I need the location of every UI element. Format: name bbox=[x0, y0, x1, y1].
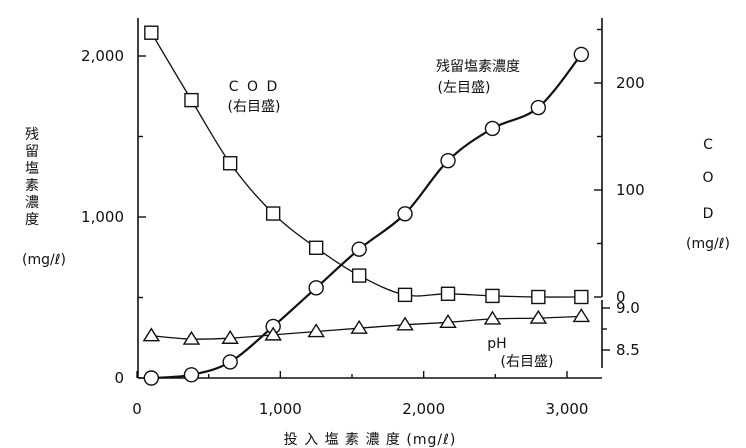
series-line-residual-chlorine bbox=[151, 53, 583, 380]
data-point-cod bbox=[485, 288, 500, 304]
data-point-cod bbox=[308, 240, 324, 255]
x-tick-label: 3,000 bbox=[546, 400, 589, 418]
data-point-residual-chlorine bbox=[530, 99, 547, 116]
x-tick-label: 0 bbox=[132, 400, 142, 418]
ph-scale-annotation: (右目盛) bbox=[501, 354, 554, 370]
left-tick-label: 0 bbox=[114, 369, 124, 387]
data-point-ph bbox=[483, 310, 502, 325]
data-point-cod bbox=[351, 268, 367, 283]
data-point-cod bbox=[222, 156, 238, 171]
left-axis-title-part: 留 bbox=[25, 144, 39, 160]
cod-tick-label: 100 bbox=[616, 181, 645, 199]
data-point-residual-chlorine bbox=[573, 46, 590, 63]
data-point-residual-chlorine bbox=[351, 241, 367, 257]
data-point-ph bbox=[221, 329, 239, 344]
labels: 0 1,000 2,000 3,000 投 入 塩 素 濃 度 (mg/ℓ) 0 1,000… bbox=[22, 47, 730, 448]
left-axis-title-part: (mg/ℓ) bbox=[22, 252, 66, 268]
data-point-residual-chlorine bbox=[484, 120, 501, 137]
x-axis-title: 投 入 塩 素 濃 度 (mg/ℓ) bbox=[284, 432, 457, 448]
residual-scale-annotation: (左目盛) bbox=[438, 80, 491, 96]
cod-tick-label: 0 bbox=[616, 288, 626, 306]
cod-axis-title-part: O bbox=[702, 170, 713, 186]
ph-tick-label: 8.5 bbox=[616, 341, 640, 359]
data-point-ph bbox=[350, 319, 368, 334]
data-point-residual-chlorine bbox=[143, 370, 160, 386]
data-point-residual-chlorine bbox=[440, 152, 456, 169]
data-point-ph bbox=[307, 323, 325, 338]
data-point-cod bbox=[144, 25, 159, 40]
data-point-cod bbox=[265, 206, 281, 221]
cod-annotation: C O D bbox=[229, 79, 279, 95]
data-point-ph bbox=[396, 316, 414, 331]
data-point-cod bbox=[440, 286, 456, 301]
x-tick-label: 2,000 bbox=[402, 400, 445, 418]
data-point-ph bbox=[439, 313, 457, 328]
cod-scale-annotation: (右目盛) bbox=[228, 99, 281, 115]
left-axis-title-part: 濃 bbox=[25, 195, 39, 211]
data-point-residual-chlorine bbox=[183, 367, 200, 383]
left-tick-label: 1,000 bbox=[81, 208, 124, 226]
data-point-ph bbox=[264, 326, 282, 341]
left-tick-label: 2,000 bbox=[81, 47, 124, 65]
data-point-ph bbox=[142, 327, 161, 342]
residual-annotation: 残留塩素濃度 bbox=[436, 59, 520, 75]
data-point-residual-chlorine bbox=[222, 354, 238, 370]
data-point-ph bbox=[529, 309, 548, 324]
markers bbox=[142, 25, 591, 386]
curves bbox=[150, 32, 583, 380]
ph-annotation: pH bbox=[487, 336, 506, 352]
data-point-cod bbox=[184, 92, 199, 108]
data-point-cod bbox=[531, 289, 546, 305]
data-point-cod bbox=[397, 287, 413, 303]
series-line-ph bbox=[151, 315, 582, 340]
cod-axis-title-part: D bbox=[703, 206, 714, 222]
data-point-ph bbox=[572, 308, 591, 323]
data-point-cod bbox=[574, 289, 589, 305]
axes bbox=[136, 18, 610, 379]
data-point-residual-chlorine bbox=[308, 280, 324, 296]
cod-axis-title-part: C bbox=[703, 137, 713, 153]
data-point-ph bbox=[182, 330, 201, 345]
cod-tick-label: 200 bbox=[616, 74, 645, 92]
left-axis-title-part: 素 bbox=[25, 178, 39, 194]
left-axis-title-part: 残 bbox=[25, 127, 39, 143]
left-axis-title-part: 度 bbox=[25, 212, 39, 228]
left-axis-title-part: 塩 bbox=[25, 161, 39, 177]
cod-axis-title-part: (mg/ℓ) bbox=[686, 236, 730, 252]
data-point-residual-chlorine bbox=[397, 206, 413, 222]
ph-tick-label: 9.0 bbox=[616, 299, 640, 317]
x-tick-label: 1,000 bbox=[259, 400, 302, 418]
